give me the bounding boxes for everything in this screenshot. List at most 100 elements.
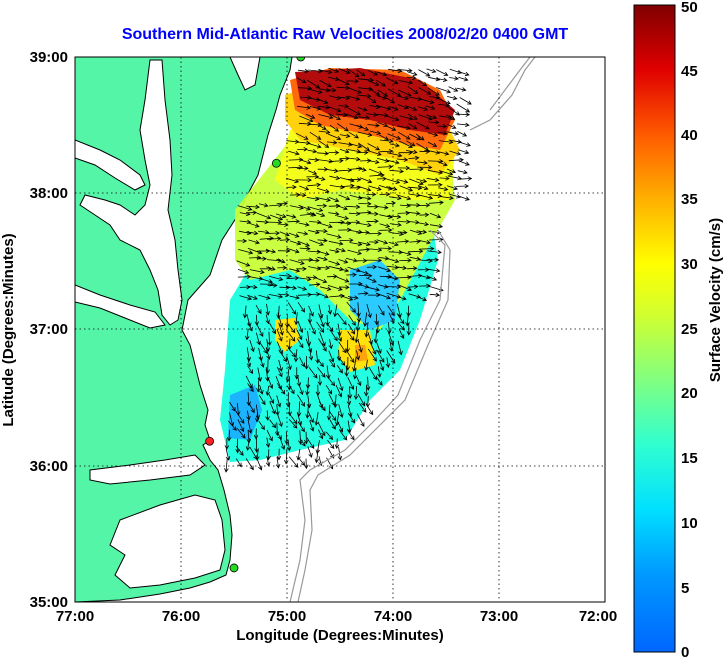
velocity-arrow bbox=[265, 385, 271, 397]
velocity-arrow bbox=[317, 375, 323, 386]
velocity-arrow bbox=[409, 229, 423, 235]
velocity-arrow bbox=[307, 182, 322, 188]
velocity-arrow bbox=[349, 156, 361, 162]
velocity-arrow bbox=[356, 413, 365, 428]
velocity-arrow bbox=[379, 246, 393, 251]
velocity-arrow bbox=[347, 386, 353, 400]
velocity-arrow bbox=[318, 338, 327, 352]
velocity-arrow bbox=[397, 68, 413, 73]
colorbar-tick-label: 0 bbox=[681, 644, 689, 659]
velocity-arrow bbox=[368, 87, 381, 96]
velocity-arrow bbox=[299, 276, 312, 282]
colorbar bbox=[633, 4, 676, 653]
velocity-arrow bbox=[256, 457, 263, 471]
velocity-arrow bbox=[427, 141, 438, 147]
velocity-arrow bbox=[308, 320, 316, 335]
y-tick-label: 35:00 bbox=[30, 594, 68, 611]
velocity-arrow bbox=[398, 329, 405, 340]
velocity-arrow bbox=[386, 350, 396, 364]
velocity-arrow bbox=[326, 87, 337, 93]
velocity-arrow bbox=[299, 159, 312, 165]
y-tick-label: 36:00 bbox=[30, 458, 68, 475]
velocity-arrow bbox=[277, 265, 288, 270]
velocity-arrow bbox=[328, 350, 335, 363]
velocity-arrow bbox=[286, 247, 300, 254]
velocity-arrow bbox=[346, 301, 357, 313]
velocity-arrow bbox=[356, 124, 370, 131]
velocity-arrow bbox=[289, 240, 302, 246]
velocity-arrow bbox=[297, 240, 310, 247]
velocity-arrow bbox=[258, 420, 265, 431]
velocity-arrow bbox=[317, 359, 324, 368]
velocity-arrow bbox=[437, 124, 448, 129]
velocity-arrow bbox=[397, 230, 408, 235]
velocity-arrow bbox=[249, 269, 265, 275]
colorbar-tick-label: 50 bbox=[681, 0, 698, 16]
colorbar-tick-label: 40 bbox=[681, 127, 698, 144]
velocity-arrow bbox=[348, 131, 359, 139]
velocity-arrow bbox=[328, 359, 336, 368]
velocity-arrow bbox=[317, 250, 330, 256]
velocity-arrow bbox=[357, 185, 372, 192]
velocity-arrow bbox=[417, 79, 428, 86]
velocity-arrow bbox=[426, 68, 437, 73]
velocity-arrow bbox=[439, 195, 454, 201]
velocity-arrow bbox=[407, 85, 419, 95]
velocity-arrow bbox=[278, 322, 284, 336]
y-tick-labels: 39:00 38:00 37:00 36:00 35:00 bbox=[30, 49, 68, 611]
velocity-arrow bbox=[317, 98, 329, 104]
velocity-arrow bbox=[338, 103, 350, 109]
velocity-arrow bbox=[328, 240, 344, 246]
velocity-arrow bbox=[357, 339, 363, 353]
velocity-arrow bbox=[376, 349, 385, 363]
x-tick-label: 72:00 bbox=[579, 608, 617, 625]
velocity-arrow bbox=[456, 103, 471, 113]
velocity-arrow bbox=[409, 239, 421, 244]
velocity-arrow bbox=[269, 322, 276, 335]
velocity-arrow bbox=[265, 314, 270, 325]
velocity-arrow bbox=[276, 413, 283, 428]
velocity-arrow bbox=[409, 178, 424, 186]
velocity-arrow bbox=[267, 283, 278, 288]
velocity-arrow bbox=[358, 142, 370, 151]
velocity-arrow bbox=[285, 177, 300, 184]
velocity-arrow bbox=[425, 105, 436, 110]
velocity-arrow bbox=[336, 215, 349, 220]
velocity-arrow bbox=[347, 377, 355, 391]
velocity-arrow bbox=[299, 246, 311, 251]
velocity-arrow bbox=[369, 130, 382, 135]
velocity-arrow bbox=[327, 304, 333, 315]
velocity-arrow bbox=[339, 294, 354, 301]
velocity-arrow bbox=[297, 68, 310, 74]
velocity-arrow bbox=[347, 323, 356, 335]
velocity-arrow bbox=[408, 123, 418, 130]
velocity-arrow bbox=[399, 251, 412, 256]
velocity-arrow bbox=[446, 123, 457, 129]
velocity-arrow bbox=[447, 95, 458, 101]
velocity-arrow bbox=[333, 304, 338, 318]
velocity-arrow bbox=[236, 260, 251, 267]
velocity-arrow bbox=[386, 178, 401, 184]
velocity-arrow bbox=[397, 284, 412, 292]
velocity-arrow bbox=[369, 172, 385, 178]
velocity-arrow bbox=[329, 106, 342, 113]
velocity-arrow bbox=[305, 113, 316, 119]
velocity-arrow bbox=[387, 115, 400, 122]
velocity-arrow bbox=[269, 419, 277, 429]
velocity-arrow bbox=[416, 121, 430, 130]
velocity-arrow bbox=[289, 268, 301, 273]
velocity-arrow bbox=[328, 67, 340, 73]
velocity-arrow bbox=[309, 239, 324, 246]
velocity-arrow bbox=[397, 340, 403, 356]
velocity-arrow bbox=[334, 438, 340, 450]
velocity-arrow bbox=[366, 219, 379, 224]
velocity-arrow bbox=[446, 168, 457, 174]
velocity-arrow bbox=[367, 80, 380, 86]
velocity-arrow bbox=[299, 438, 306, 447]
velocity-arrow bbox=[284, 449, 289, 465]
velocity-arrow bbox=[417, 296, 428, 302]
velocity-arrow bbox=[336, 123, 349, 132]
velocity-arrow bbox=[365, 403, 374, 416]
velocity-arrow bbox=[396, 296, 407, 301]
velocity-arrow bbox=[318, 87, 331, 93]
